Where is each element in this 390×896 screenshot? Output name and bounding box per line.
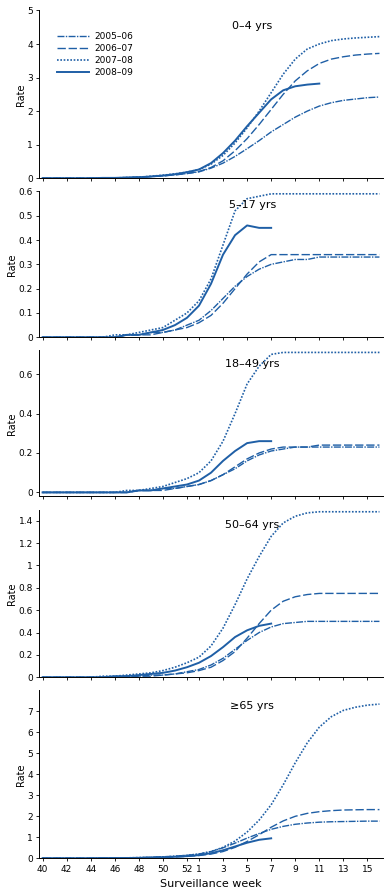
Y-axis label: Rate: Rate bbox=[16, 83, 26, 106]
Text: 18–49 yrs: 18–49 yrs bbox=[225, 359, 280, 369]
Y-axis label: Rate: Rate bbox=[7, 412, 17, 435]
Y-axis label: Rate: Rate bbox=[7, 253, 17, 276]
Text: 0–4 yrs: 0–4 yrs bbox=[232, 21, 273, 30]
Y-axis label: Rate: Rate bbox=[7, 582, 17, 605]
Text: ≥65 yrs: ≥65 yrs bbox=[230, 701, 274, 711]
X-axis label: Surveillance week: Surveillance week bbox=[160, 879, 262, 889]
Legend: 2005–06, 2006–07, 2007–08, 2008–09: 2005–06, 2006–07, 2007–08, 2008–09 bbox=[57, 31, 133, 77]
Y-axis label: Rate: Rate bbox=[16, 763, 26, 786]
Text: 5–17 yrs: 5–17 yrs bbox=[229, 200, 276, 211]
Text: 50–64 yrs: 50–64 yrs bbox=[225, 520, 279, 530]
